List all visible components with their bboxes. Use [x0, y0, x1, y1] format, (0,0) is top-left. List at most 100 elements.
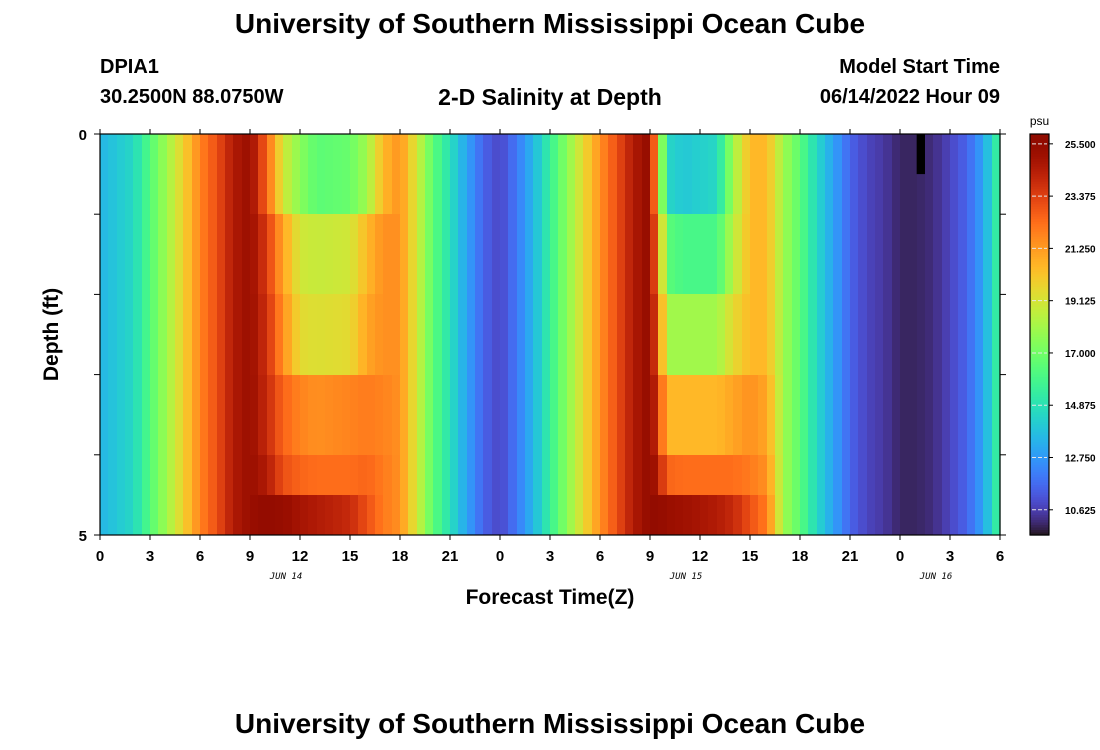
heatmap-cell [908, 375, 918, 455]
colorbar-strip [1030, 241, 1049, 245]
colorbar-strip [1030, 484, 1049, 488]
heatmap-cell [817, 134, 826, 214]
heatmap-cell [992, 214, 1001, 294]
heatmap-cell [450, 294, 459, 375]
heatmap-cell [275, 375, 284, 455]
heatmap-cell [950, 455, 959, 495]
y-tick-label: 0 [79, 127, 87, 144]
heatmap-cell [217, 495, 226, 535]
colorbar-strip [1030, 372, 1049, 376]
colorbar-tick-label: 14.875 [1065, 401, 1096, 412]
heatmap-cell [717, 214, 726, 294]
heatmap-cell [317, 495, 326, 535]
heatmap-cell [667, 294, 676, 375]
heatmap-cell [142, 214, 151, 294]
heatmap-cell [900, 214, 909, 294]
heatmap-cell [525, 294, 534, 375]
heatmap-cell [158, 495, 168, 535]
heatmap-cell [342, 495, 351, 535]
heatmap-cell [150, 294, 159, 375]
heatmap-cell [242, 455, 251, 495]
heatmap-cell [208, 455, 218, 495]
heatmap-cell [367, 214, 376, 294]
heatmap-cell [925, 134, 934, 214]
heatmap-cell [525, 495, 534, 535]
heatmap-cell [550, 134, 559, 214]
heatmap-cell [833, 134, 843, 214]
heatmap-cell [975, 294, 984, 375]
heatmap-cell [650, 455, 659, 495]
colorbar-strip [1030, 462, 1049, 466]
heatmap-cell [242, 214, 251, 294]
heatmap-cell [250, 214, 259, 294]
colorbar-strip [1030, 359, 1049, 363]
heatmap-cell [742, 214, 751, 294]
heatmap-cell [525, 134, 534, 214]
heatmap-cell [358, 214, 368, 294]
heatmap-cell [675, 134, 684, 214]
heatmap-cell [550, 294, 559, 375]
colorbar-strip [1030, 459, 1049, 463]
heatmap-cell [950, 294, 959, 375]
heatmap-cell [167, 455, 176, 495]
heatmap-cell [308, 455, 318, 495]
heatmap-cell [683, 375, 693, 455]
heatmap-cell [658, 294, 668, 375]
heatmap-cell [158, 214, 168, 294]
colorbar-strip [1030, 186, 1049, 190]
heatmap-cell [767, 495, 776, 535]
heatmap-cell [908, 455, 918, 495]
heatmap-cell [258, 455, 268, 495]
heatmap-cell [733, 375, 743, 455]
heatmap-cell [292, 134, 301, 214]
heatmap-cell [642, 375, 651, 455]
heatmap-cell [392, 375, 401, 455]
heatmap-cell [300, 495, 309, 535]
heatmap-cell [292, 294, 301, 375]
colorbar-strip [1030, 507, 1049, 511]
heatmap-cell [600, 214, 609, 294]
heatmap-cell [225, 294, 234, 375]
heatmap-cell [250, 375, 259, 455]
heatmap-cell [592, 294, 601, 375]
heatmap-cell [833, 455, 843, 495]
colorbar-strip [1030, 339, 1049, 343]
heatmap-cell [867, 294, 876, 375]
heatmap-cell [958, 134, 968, 214]
heatmap-cell [633, 294, 643, 375]
heatmap-cell [425, 214, 434, 294]
heatmap-cell [992, 455, 1001, 495]
heatmap-cell [658, 495, 668, 535]
heatmap-cell [792, 134, 801, 214]
colorbar-strip [1030, 482, 1049, 486]
heatmap-cell [450, 214, 459, 294]
x-tick-label: 6 [196, 548, 204, 565]
heatmap-cell [250, 495, 259, 535]
heatmap-cell [708, 134, 718, 214]
heatmap-cell [450, 495, 459, 535]
heatmap-cell [825, 495, 834, 535]
heatmap-cell [783, 455, 793, 495]
heatmap-cell [333, 134, 343, 214]
heatmap-cell [142, 294, 151, 375]
heatmap-cell [708, 294, 718, 375]
colorbar-strip [1030, 422, 1049, 426]
heatmap-cell [158, 294, 168, 375]
date-label: JUN 16 [919, 572, 953, 582]
heatmap-cell [108, 134, 118, 214]
heatmap-cell [800, 375, 809, 455]
heatmap-cell [233, 495, 243, 535]
heatmap-cell [883, 375, 893, 455]
heatmap-cell [308, 375, 318, 455]
heatmap-cell [242, 375, 251, 455]
heatmap-cell [725, 455, 734, 495]
heatmap-cell [183, 134, 193, 214]
colorbar-strip [1030, 279, 1049, 283]
colorbar-strip [1030, 404, 1049, 408]
heatmap-cell [817, 495, 826, 535]
heatmap-cell [383, 294, 393, 375]
heatmap-cell [233, 375, 243, 455]
heatmap-cell [267, 495, 276, 535]
colorbar-strip [1030, 221, 1049, 225]
heatmap-cell [483, 134, 493, 214]
